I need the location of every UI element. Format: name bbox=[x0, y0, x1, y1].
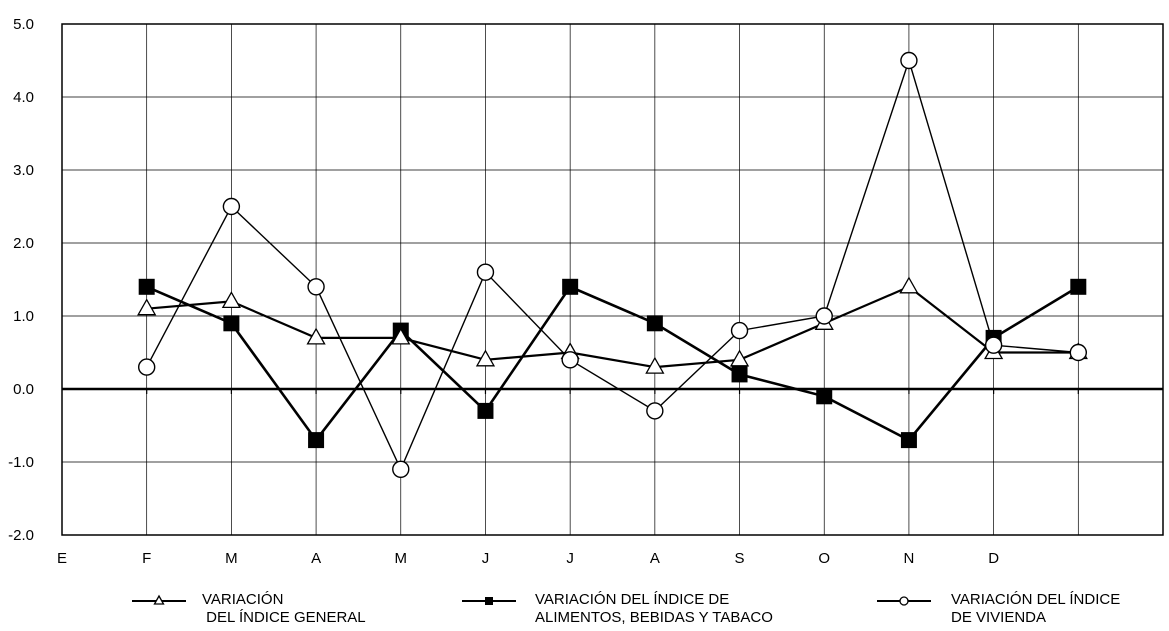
data-point-circle bbox=[1069, 343, 1088, 362]
data-point-circle bbox=[646, 402, 664, 420]
data-point-circle bbox=[137, 358, 156, 376]
series-line bbox=[146, 285, 1079, 443]
x-tick-label: O bbox=[818, 550, 830, 567]
data-point-circle bbox=[815, 307, 833, 325]
data-point-circle bbox=[392, 460, 410, 478]
data-point-square bbox=[138, 278, 155, 295]
y-tick-label: 1.0 bbox=[13, 308, 34, 325]
data-point-circle bbox=[730, 321, 749, 340]
legend-marker-triangle-icon bbox=[132, 594, 186, 605]
data-point-circle bbox=[307, 278, 325, 296]
data-point-square bbox=[1070, 278, 1087, 295]
legend: VARIACIÓN DEL ÍNDICE GENERAL VARIACIÓN D… bbox=[0, 590, 1169, 631]
data-point-circle bbox=[222, 197, 241, 216]
legend-label-alimentos: VARIACIÓN DEL ÍNDICE DE ALIMENTOS, BEBID… bbox=[535, 591, 773, 626]
x-tick-label: N bbox=[904, 550, 915, 567]
data-point-square bbox=[816, 388, 833, 405]
data-point-square bbox=[562, 278, 579, 295]
data-point-square bbox=[477, 402, 494, 419]
x-tick-label: J bbox=[566, 550, 574, 567]
legend-item-alimentos: VARIACIÓN DEL ÍNDICE DE ALIMENTOS, BEBID… bbox=[460, 590, 790, 631]
data-point-circle bbox=[984, 336, 1003, 354]
data-point-circle bbox=[900, 51, 918, 70]
x-tick-label: A bbox=[650, 550, 660, 567]
data-point-triangle bbox=[391, 327, 411, 345]
x-tick-label: S bbox=[735, 550, 745, 567]
x-tick-label: J bbox=[482, 550, 490, 567]
legend-marker-circle-icon bbox=[877, 596, 931, 606]
y-tick-label: 0.0 bbox=[13, 381, 34, 398]
x-tick-label: F bbox=[142, 550, 151, 567]
line-chart: 5.0 4.0 3.0 2.0 1.0 0.0 -1.0 -2.0 E F M A M J J A S O N D bbox=[8, 16, 1164, 567]
y-tick-label: 3.0 bbox=[13, 162, 34, 179]
data-point-triangle bbox=[645, 356, 665, 374]
data-point-triangle bbox=[221, 291, 242, 309]
data-point-square bbox=[731, 366, 748, 383]
legend-marker-square-icon bbox=[462, 597, 516, 605]
x-tick-label: E bbox=[57, 550, 67, 567]
data-point-triangle bbox=[475, 349, 496, 367]
data-point-triangle bbox=[137, 298, 157, 316]
data-point-square bbox=[646, 315, 663, 332]
data-point-square bbox=[900, 432, 917, 449]
data-point-square bbox=[308, 432, 325, 449]
legend-label-general: VARIACIÓN DEL ÍNDICE GENERAL bbox=[202, 591, 366, 626]
data-point-triangle bbox=[899, 276, 919, 294]
data-point-triangle bbox=[306, 327, 326, 345]
legend-item-vivienda: VARIACIÓN DEL ÍNDICE DE VIVIENDA bbox=[875, 590, 1165, 631]
data-point-circle bbox=[476, 263, 495, 281]
data-point-square bbox=[223, 315, 240, 332]
x-tick-label: M bbox=[225, 550, 238, 567]
plot-area bbox=[61, 23, 1164, 536]
y-axis-ticks: 5.0 4.0 3.0 2.0 1.0 0.0 -1.0 -2.0 bbox=[8, 16, 34, 544]
x-tick-label: A bbox=[311, 550, 321, 567]
x-tick-label: D bbox=[988, 550, 999, 567]
series-layer bbox=[137, 51, 1088, 478]
data-point-triangle bbox=[729, 349, 750, 367]
x-tick-label: M bbox=[395, 550, 408, 567]
y-tick-label: -2.0 bbox=[8, 527, 34, 544]
legend-label-vivienda: VARIACIÓN DEL ÍNDICE DE VIVIENDA bbox=[951, 591, 1121, 626]
series-line bbox=[146, 285, 1079, 369]
y-tick-label: 4.0 bbox=[13, 89, 34, 106]
y-tick-label: 2.0 bbox=[13, 235, 34, 252]
data-point-circle bbox=[561, 351, 579, 369]
y-tick-label: -1.0 bbox=[8, 454, 34, 471]
legend-item-general: VARIACIÓN DEL ÍNDICE GENERAL bbox=[130, 590, 390, 631]
series-line bbox=[146, 58, 1079, 472]
y-tick-label: 5.0 bbox=[13, 16, 34, 33]
